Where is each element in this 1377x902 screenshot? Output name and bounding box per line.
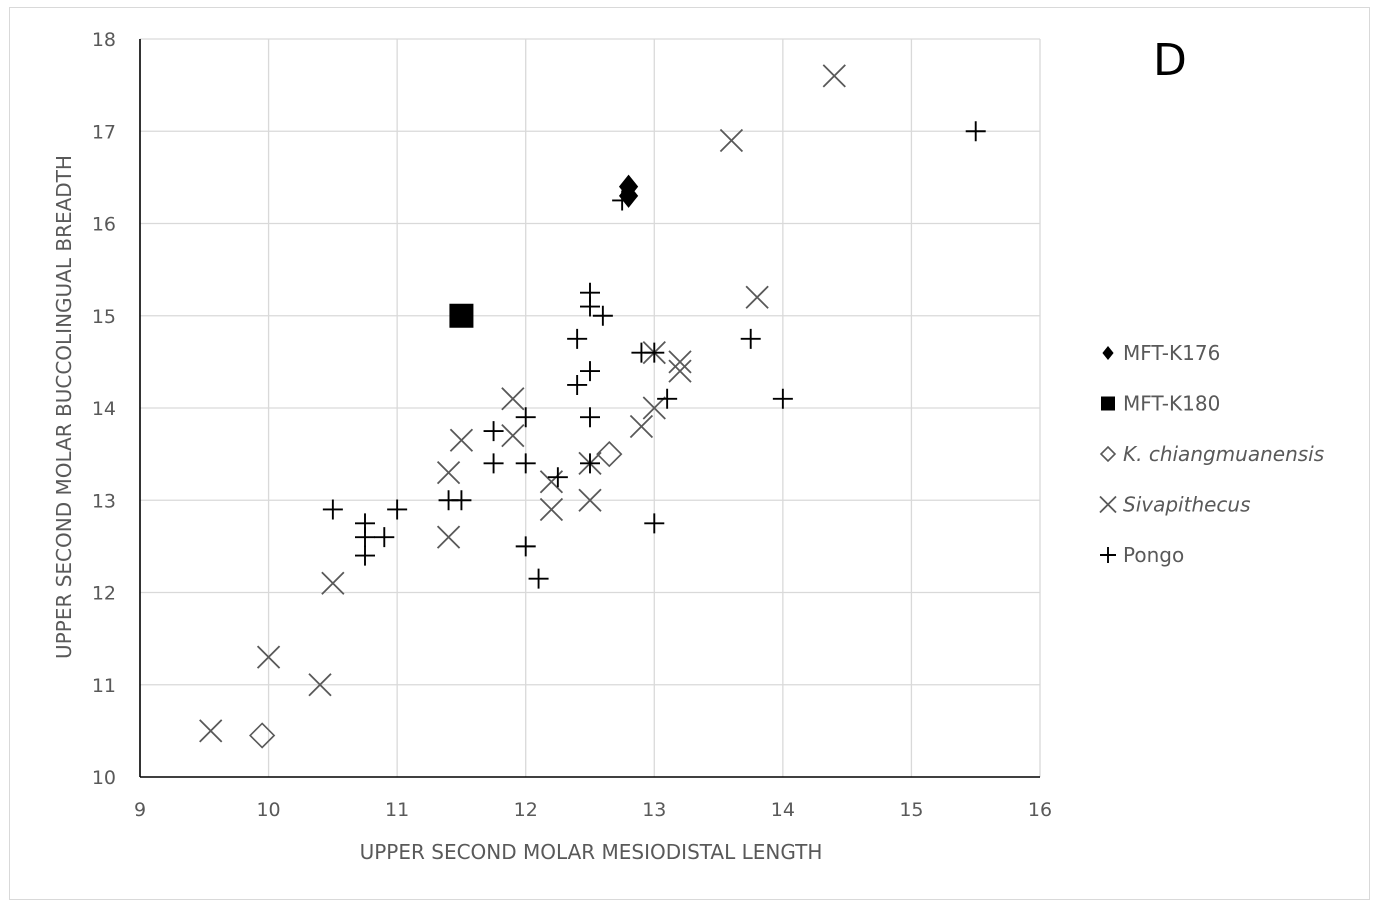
y-tick-label: 16: [92, 214, 116, 236]
y-tick-label: 10: [92, 767, 116, 789]
pongo-point: [580, 453, 600, 474]
panel-label: D: [1153, 35, 1187, 86]
sivapithecus-point: [199, 719, 223, 743]
axes: [139, 39, 1040, 778]
pongo-point: [322, 499, 343, 520]
sivapithecus-point: [321, 571, 345, 595]
pongo-point: [483, 421, 504, 442]
sivapithecus-point: [668, 359, 692, 383]
sivapithecus-point: [256, 645, 281, 669]
x-tick-label: 13: [642, 799, 666, 821]
y-tick-labels: 10 11 12 13 14 15 16 17 18: [92, 29, 116, 789]
mft-k180-point: [449, 303, 474, 328]
legend-marker-mft-k180: [1101, 396, 1115, 411]
x-tick-label: 10: [256, 799, 280, 821]
chart-frame: [9, 7, 1370, 900]
pongo-point: [592, 305, 613, 326]
legend-marker-sivapithecus: [1099, 495, 1117, 514]
x-tick-label: 12: [514, 799, 538, 821]
sivapithecus-point: [501, 387, 525, 411]
pongo-point: [612, 190, 633, 211]
sivapithecus-point: [578, 488, 602, 512]
pongo-point: [644, 342, 665, 363]
pongo-point: [451, 490, 472, 511]
y-tick-label: 11: [92, 675, 116, 697]
pongo-point: [740, 328, 761, 349]
pongo-point: [483, 453, 504, 474]
sivapithecus-point: [629, 414, 654, 439]
sivapithecus-point: [449, 428, 474, 452]
pongo-point: [567, 328, 588, 349]
legend-marker-k-chiangmuanensis: [1099, 445, 1117, 463]
pongo-point: [374, 527, 395, 548]
pongo-point: [644, 513, 665, 534]
sivapithecus-point: [822, 64, 846, 88]
legend-marker-mft-k176: [1102, 346, 1114, 360]
pongo-point: [547, 467, 568, 488]
legend-label-k-chiangmuanensis: K. chiangmuanensis: [1123, 442, 1324, 466]
mft-k176-point: [618, 183, 639, 208]
y-tick-label: 14: [92, 398, 116, 420]
pongo-point: [772, 388, 793, 409]
legend-marker-pongo: [1100, 547, 1116, 563]
legend-label-mft-k180: MFT-K180: [1123, 392, 1220, 416]
pongo-point: [515, 453, 536, 474]
x-tick-label: 9: [134, 799, 146, 821]
pongo-point: [580, 296, 600, 317]
pongo-point: [387, 499, 408, 520]
x-axis-title: UPPER SECOND MOLAR MESIODISTAL LENGTH: [360, 840, 823, 864]
sivapithecus-point: [436, 460, 461, 485]
sivapithecus-point: [539, 470, 564, 494]
sivapithecus-point: [308, 673, 332, 697]
legend-label-mft-k176: MFT-K176: [1123, 341, 1220, 365]
sivapithecus-point: [642, 396, 666, 420]
pongo-point: [355, 527, 375, 548]
pongo-point: [515, 536, 536, 557]
legend: MFT-K176 MFT-K180 K. chiangmuanensis Sivapi…: [1099, 341, 1324, 567]
pongo-point: [965, 121, 986, 142]
pongo-point: [567, 374, 588, 395]
pongo-point: [355, 545, 375, 566]
y-tick-label: 15: [92, 306, 116, 328]
sivapithecus-point: [719, 128, 744, 153]
legend-label-pongo: Pongo: [1123, 543, 1184, 567]
pongo-point: [528, 568, 549, 589]
x-tick-label: 11: [385, 799, 409, 821]
legend-label-sivapithecus: Sivapithecus: [1123, 493, 1251, 517]
sivapithecus-point: [501, 424, 525, 448]
x-tick-label: 14: [771, 799, 795, 821]
sivapithecus-point: [745, 285, 769, 309]
y-tick-label: 12: [92, 583, 116, 605]
y-tick-label: 13: [92, 490, 116, 512]
sivapithecus-point: [436, 525, 461, 549]
pongo-point: [580, 361, 600, 382]
pongo-point: [657, 388, 678, 409]
y-tick-label: 17: [92, 121, 116, 143]
sivapithecus-point: [668, 350, 692, 374]
y-axis-title: UPPER SECOND MOLAR BUCCOLINGUAL BREADTH: [52, 155, 76, 659]
x-tick-label: 16: [1028, 799, 1052, 821]
x-tick-labels: 9 10 11 12 13 14 15 16: [134, 799, 1052, 821]
k-chiangmuanensis-point: [596, 440, 623, 468]
sivapithecus-point: [539, 497, 564, 522]
x-tick-label: 15: [899, 799, 923, 821]
pongo-point: [580, 407, 600, 428]
y-tick-label: 18: [92, 29, 116, 51]
pongo-point: [515, 407, 536, 428]
k-chiangmuanensis-point: [249, 722, 276, 749]
data-points: [199, 64, 986, 749]
